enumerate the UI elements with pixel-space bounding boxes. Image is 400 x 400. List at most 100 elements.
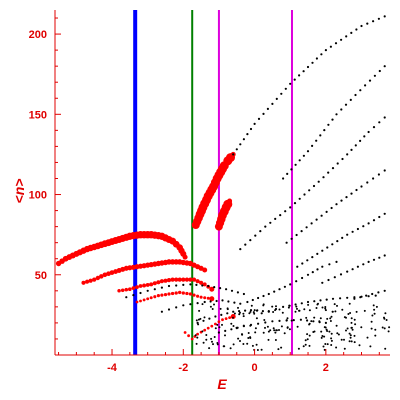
data-point [313, 316, 316, 319]
data-point [229, 347, 232, 350]
data-point [156, 280, 161, 285]
data-point [340, 199, 343, 202]
data-point [384, 347, 387, 350]
data-point [383, 289, 386, 292]
data-point [233, 301, 236, 304]
data-point [346, 153, 349, 156]
data-point [335, 346, 338, 349]
data-point [334, 310, 337, 313]
data-point [383, 317, 386, 320]
data-point [239, 248, 242, 251]
data-point [261, 310, 264, 313]
data-point [299, 318, 302, 321]
data-point [315, 139, 318, 142]
data-point [306, 319, 309, 322]
data-point [343, 347, 346, 350]
data-point [177, 277, 182, 282]
data-point [267, 338, 270, 341]
data-point [363, 309, 366, 312]
data-point [321, 281, 324, 284]
data-point [324, 321, 327, 324]
data-point [377, 17, 380, 20]
data-point [202, 341, 205, 344]
data-point [315, 307, 318, 309]
data-point [345, 329, 347, 332]
data-point [383, 169, 386, 172]
data-point [275, 305, 277, 308]
data-point [366, 22, 369, 25]
data-point [196, 302, 199, 305]
data-point [310, 222, 313, 225]
data-point [334, 42, 338, 45]
data-point [257, 296, 260, 300]
data-point [383, 65, 386, 68]
data-point [302, 345, 305, 348]
data-point [356, 265, 359, 268]
data-point [281, 311, 284, 314]
data-point [238, 310, 241, 313]
data-point [208, 347, 211, 350]
data-point [290, 319, 293, 322]
data-point [324, 306, 327, 308]
data-point [138, 284, 143, 288]
data-point [213, 336, 216, 338]
data-point [341, 157, 344, 161]
data-point [267, 330, 270, 333]
data-point [260, 348, 263, 351]
data-point [282, 177, 285, 180]
data-point [237, 337, 240, 340]
data-point [323, 129, 326, 132]
data-point [383, 212, 386, 215]
data-point [345, 196, 348, 199]
data-point [283, 332, 286, 335]
data-point [367, 222, 370, 225]
data-point [170, 291, 175, 296]
data-point [280, 346, 283, 349]
data-point [232, 310, 235, 313]
data-point [329, 317, 332, 320]
data-point [373, 308, 376, 311]
data-point [300, 302, 303, 305]
data-point [323, 326, 326, 329]
data-point [327, 123, 330, 126]
data-point [145, 282, 150, 287]
data-point [242, 324, 245, 327]
data-point [288, 328, 291, 331]
data-point [336, 240, 339, 243]
data-point [211, 308, 214, 310]
data-point [135, 285, 139, 289]
data-point [255, 343, 258, 346]
data-point [349, 334, 352, 337]
data-point [355, 188, 358, 192]
data-point [375, 305, 378, 308]
data-point [320, 53, 323, 56]
data-point [163, 292, 168, 297]
data-point [278, 288, 281, 291]
data-point [372, 258, 376, 261]
data-point [125, 296, 128, 299]
data-point [320, 214, 323, 217]
data-point [378, 215, 381, 219]
data-point [205, 334, 208, 336]
data-point [336, 162, 339, 165]
data-point [262, 294, 265, 298]
data-point [365, 294, 368, 297]
data-point [250, 304, 253, 307]
data-point [349, 312, 352, 314]
data-point [197, 323, 200, 326]
data-point [308, 344, 311, 347]
data-point [203, 300, 206, 304]
data-point [254, 327, 257, 330]
data-point [360, 326, 363, 329]
data-point [304, 343, 307, 346]
y-tick-label: 200 [29, 29, 47, 41]
data-point [311, 256, 314, 259]
data-point [274, 217, 277, 220]
x-tick-label: 2 [323, 362, 329, 374]
data-point [262, 331, 265, 334]
data-point [346, 327, 349, 330]
data-point [232, 325, 235, 327]
data-point [235, 148, 238, 151]
data-point [269, 329, 272, 332]
data-point [194, 334, 197, 337]
